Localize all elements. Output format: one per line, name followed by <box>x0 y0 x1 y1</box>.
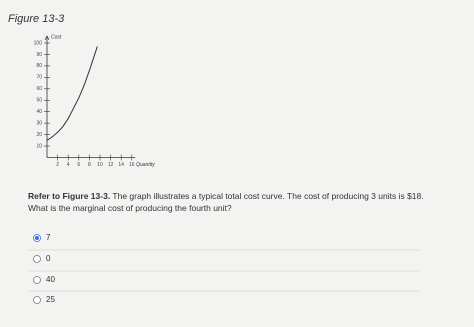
radio-button[interactable] <box>33 276 41 284</box>
y-tick-label: 60 <box>36 86 42 92</box>
x-tick-label: 10 <box>97 162 103 168</box>
x-tick-label: 4 <box>67 162 70 168</box>
y-tick-label: 20 <box>36 132 42 138</box>
cost-curve <box>46 46 98 141</box>
option-label[interactable]: 40 <box>46 275 55 284</box>
y-tick-label: 10 <box>36 143 42 149</box>
y-tick-label: 90 <box>36 52 42 58</box>
y-axis-arrow <box>44 35 50 41</box>
option-label[interactable]: 25 <box>46 295 55 304</box>
radio-button[interactable] <box>33 255 41 263</box>
option-label[interactable]: 0 <box>46 254 51 263</box>
x-axis-label: Quantity <box>136 162 155 168</box>
radio-dot <box>35 236 39 240</box>
y-tick-label: 40 <box>36 109 42 115</box>
question-lead: Refer to Figure 13-3. <box>28 191 111 201</box>
y-tick-label: 70 <box>36 75 42 81</box>
figure-title: Figure 13-3 <box>8 13 65 25</box>
y-tick-label: 50 <box>36 98 42 104</box>
x-tick-label: 16 <box>129 162 135 168</box>
x-tick-label: 12 <box>108 162 114 168</box>
y-axis-label: Cost <box>51 34 62 40</box>
x-tick-label: 6 <box>77 162 80 168</box>
x-tick-label: 2 <box>56 162 59 168</box>
x-tick-label: 8 <box>88 162 91 168</box>
radio-button[interactable] <box>33 296 41 304</box>
question-box: Refer to Figure 13-3. The graph illustra… <box>28 190 428 214</box>
y-tick-label: 100 <box>34 40 43 46</box>
option-label[interactable]: 7 <box>46 233 51 242</box>
question: Refer to Figure 13-3. The graph illustra… <box>28 190 428 214</box>
question-text: The graph illustrates a typical total co… <box>28 191 424 213</box>
y-tick-label: 30 <box>36 120 42 126</box>
y-tick-label: 80 <box>36 63 42 69</box>
x-tick-label: 14 <box>118 162 124 168</box>
